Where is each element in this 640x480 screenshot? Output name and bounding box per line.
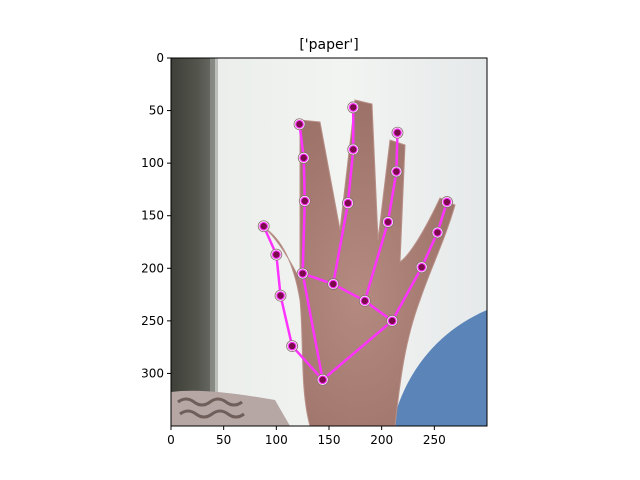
landmark-point: [293, 118, 306, 131]
x-tick-label: 100: [265, 433, 288, 447]
landmark-point: [316, 373, 329, 386]
y-tick-label: 200: [141, 261, 164, 275]
landmark-point: [382, 216, 394, 228]
landmark-point: [386, 314, 399, 327]
skeleton-line: [302, 156, 307, 203]
photo-image: [171, 58, 487, 426]
skeleton-line: [331, 201, 350, 286]
landmark-point: [286, 340, 299, 352]
x-tick-label: 50: [216, 433, 231, 447]
landmark-point: [298, 195, 311, 207]
y-tick-label: 0: [156, 51, 164, 65]
landmark-point: [431, 226, 444, 239]
skeleton-line: [346, 148, 355, 205]
y-tick-label: 50: [149, 104, 164, 118]
skeleton-line: [301, 199, 307, 275]
y-tick-label: 250: [141, 314, 164, 328]
skeleton-line: [420, 231, 439, 269]
y-tick-label: 100: [141, 156, 164, 170]
landmark-point: [390, 165, 403, 178]
landmark-point: [347, 101, 360, 114]
landmark-point: [257, 220, 270, 233]
landmark-point: [415, 261, 428, 274]
landmark-point: [274, 289, 287, 302]
landmark-point: [391, 126, 404, 139]
skeleton-line: [301, 272, 324, 381]
x-tick-label: 150: [318, 433, 341, 447]
x-tick-label: 200: [370, 433, 393, 447]
landmark-point: [358, 294, 371, 307]
landmark-point: [441, 196, 453, 208]
landmark-point: [297, 151, 310, 164]
y-axis: 0 50 100 150 200 250 300: [141, 51, 171, 380]
skeleton-line: [395, 131, 399, 173]
y-tick-label: 150: [141, 209, 164, 223]
landmark-point: [327, 278, 340, 290]
y-tick-label: 300: [141, 366, 164, 380]
skeleton-line: [321, 319, 394, 381]
plot-title: ['paper']: [299, 37, 358, 53]
skeleton-line: [331, 282, 367, 303]
landmark-point: [342, 197, 354, 209]
landmark-point: [347, 143, 360, 156]
landmark-point: [296, 267, 309, 280]
x-tick-label: 250: [423, 433, 446, 447]
x-axis: 0 50 100 150 200 250: [167, 426, 446, 447]
skeleton-line: [390, 265, 423, 323]
landmark-point: [270, 248, 283, 261]
x-tick-label: 0: [167, 433, 175, 447]
skeleton-line: [363, 220, 390, 303]
hand-landmarks: [257, 101, 453, 386]
skeleton-line: [386, 170, 398, 224]
skeleton-line: [290, 344, 324, 381]
skeleton-line: [279, 294, 294, 348]
skeleton-line: [275, 253, 282, 297]
